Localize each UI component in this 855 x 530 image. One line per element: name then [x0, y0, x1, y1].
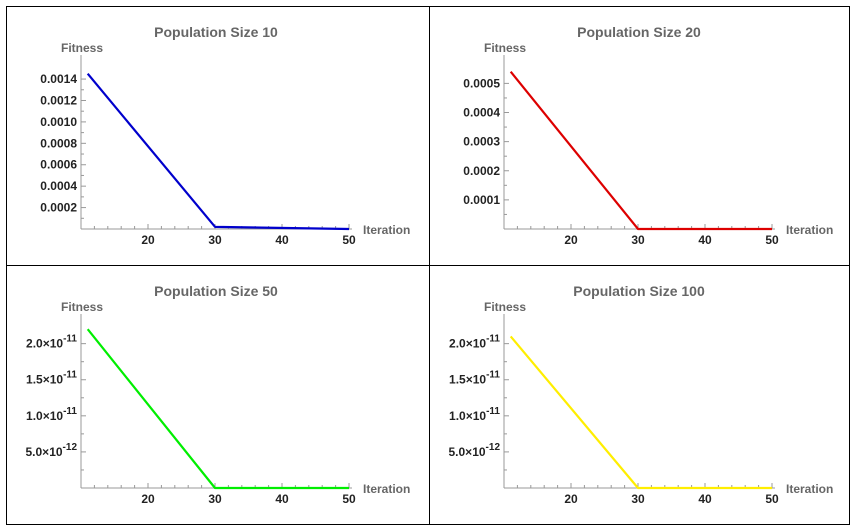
x-tick-label: 40 — [275, 233, 289, 247]
series-line — [509, 71, 772, 231]
x-tick-label: 20 — [564, 492, 578, 506]
x-axis-label: Iteration — [786, 223, 833, 237]
y-tick-label: 0.0003 — [463, 135, 500, 149]
y-tick-label: 2.0×10-11 — [26, 334, 77, 351]
y-tick-label: 0.0010 — [40, 115, 77, 129]
x-tick-label: 50 — [765, 492, 779, 506]
y-tick-label: 0.0005 — [463, 76, 500, 90]
chart-pop-20: Population Size 20 Fitness Iteration 20 30 40… — [463, 24, 833, 247]
y-tick-label: 0.0002 — [40, 201, 77, 215]
x-tick-label: 50 — [342, 492, 356, 506]
x-tick-label: 20 — [141, 492, 155, 506]
chart-pop-10: Population Size 10 Fitness Iteration 20 30 40… — [40, 24, 410, 247]
x-tick-label: 20 — [564, 233, 578, 247]
y-tick-label: 0.0014 — [40, 72, 77, 86]
y-tick-label: 0.0002 — [463, 164, 500, 178]
chart-title: Population Size 100 — [573, 283, 705, 299]
x-axis-label: Iteration — [363, 223, 410, 237]
y-tick-label: 0.0012 — [40, 93, 77, 107]
y-tick-label: 1.0×10-11 — [26, 406, 77, 423]
x-tick-label: 20 — [141, 233, 155, 247]
x-tick-label: 30 — [631, 233, 645, 247]
x-axis-label: Iteration — [363, 482, 410, 496]
x-tick-label: 40 — [698, 233, 712, 247]
chart-pop-100: Population Size 100 Fitness Iteration 20 30 4… — [449, 283, 834, 506]
y-tick-label: 1.5×10-11 — [26, 370, 77, 387]
y-tick-label: 0.0004 — [463, 106, 500, 120]
y-tick-label: 1.5×10-11 — [449, 370, 500, 387]
y-tick-label: 1.0×10-11 — [449, 406, 500, 423]
y-tick-label: 5.0×10-12 — [449, 442, 501, 459]
x-tick-label: 30 — [631, 492, 645, 506]
y-tick-label: 0.0006 — [40, 158, 77, 172]
x-tick-label: 40 — [698, 492, 712, 506]
y-tick-label: 5.0×10-12 — [26, 442, 78, 459]
series-line — [86, 328, 349, 490]
y-axis-label: Fitness — [61, 41, 103, 55]
y-axis-label: Fitness — [61, 300, 103, 314]
x-tick-label: 40 — [275, 492, 289, 506]
panel-border-4 — [429, 265, 850, 525]
series-line — [509, 335, 772, 490]
x-tick-label: 30 — [208, 233, 222, 247]
series-line — [86, 73, 350, 231]
chart-pop-50: Population Size 50 Fitness Iteration 20 30 40… — [26, 283, 411, 506]
y-tick-label: 0.0008 — [40, 136, 77, 150]
y-tick-label: 0.0001 — [463, 193, 500, 207]
y-axis-label: Fitness — [484, 300, 526, 314]
y-tick-label: 2.0×10-11 — [449, 334, 500, 351]
x-tick-label: 50 — [765, 233, 779, 247]
y-tick-label: 0.0004 — [40, 179, 77, 193]
y-axis-label: Fitness — [484, 41, 526, 55]
x-tick-label: 30 — [208, 492, 222, 506]
chart-title: Population Size 50 — [154, 283, 278, 299]
x-tick-label: 50 — [342, 233, 356, 247]
x-axis-label: Iteration — [786, 482, 833, 496]
chart-title: Population Size 10 — [154, 24, 278, 40]
chart-title: Population Size 20 — [577, 24, 701, 40]
